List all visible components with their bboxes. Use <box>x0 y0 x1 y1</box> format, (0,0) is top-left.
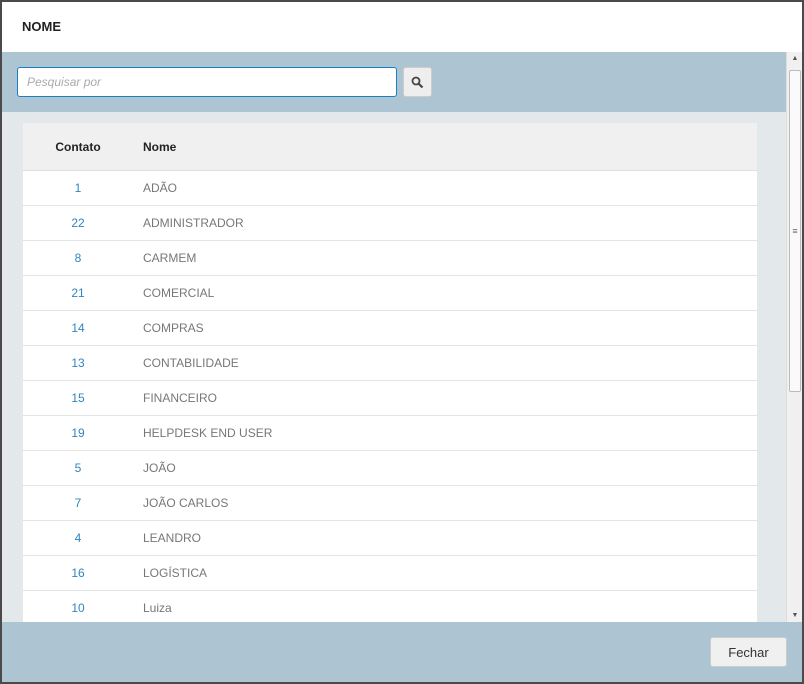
table-row[interactable]: 7 JOÃO CARLOS <box>23 486 757 521</box>
scroll-down-arrow-icon[interactable]: ▼ <box>791 612 799 619</box>
table-row[interactable]: 16 LOGÍSTICA <box>23 556 757 591</box>
table-row[interactable]: 5 JOÃO <box>23 451 757 486</box>
column-header-nome[interactable]: Nome <box>143 139 177 154</box>
modal-footer: Fechar <box>2 622 802 682</box>
contact-id: 22 <box>71 216 85 230</box>
contact-id: 4 <box>74 531 82 545</box>
modal-title: NOME <box>22 19 61 34</box>
table-row[interactable]: 19 HELPDESK END USER <box>23 416 757 451</box>
contact-id: 15 <box>71 391 85 405</box>
column-header-contato[interactable]: Contato <box>55 139 101 154</box>
table-header: Contato Nome <box>23 123 757 171</box>
contact-name: ADMINISTRADOR <box>143 216 244 230</box>
search-icon <box>411 76 424 88</box>
contact-name: JOÃO <box>143 461 176 475</box>
table-row[interactable]: 4 LEANDRO <box>23 521 757 556</box>
contacts-table: Contato Nome 1 ADÃO 22 ADMINISTRADOR 8 CARMEM… <box>23 123 757 622</box>
contact-name: COMERCIAL <box>143 286 215 300</box>
scrollbar[interactable]: ▲ ≡ ▼ <box>786 52 802 622</box>
contact-id: 14 <box>71 321 85 335</box>
table-row[interactable]: 14 COMPRAS <box>23 311 757 346</box>
contact-id: 16 <box>71 566 85 580</box>
contact-name: LOGÍSTICA <box>143 566 208 580</box>
contact-name: Luiza <box>143 601 172 615</box>
search-bar <box>2 52 802 112</box>
search-button[interactable] <box>403 67 432 97</box>
table-row[interactable]: 15 FINANCEIRO <box>23 381 757 416</box>
contact-id: 21 <box>71 286 85 300</box>
contact-name: CARMEM <box>143 251 197 265</box>
contact-id: 1 <box>74 181 82 195</box>
contact-name: COMPRAS <box>143 321 204 335</box>
scrollbar-thumb[interactable]: ≡ <box>789 70 801 392</box>
search-input[interactable] <box>17 67 397 97</box>
table-row[interactable]: 22 ADMINISTRADOR <box>23 206 757 241</box>
contact-name: LEANDRO <box>143 531 202 545</box>
close-button[interactable]: Fechar <box>710 637 787 667</box>
contact-id: 10 <box>71 601 85 615</box>
table-container: Contato Nome 1 ADÃO 22 ADMINISTRADOR 8 CARMEM… <box>2 112 786 622</box>
contact-name: JOÃO CARLOS <box>143 496 229 510</box>
contact-id: 7 <box>74 496 82 510</box>
scroll-up-arrow-icon[interactable]: ▲ <box>791 55 799 62</box>
contact-id: 5 <box>74 461 82 475</box>
contact-id: 19 <box>71 426 85 440</box>
contact-id: 13 <box>71 356 85 370</box>
table-row[interactable]: 21 COMERCIAL <box>23 276 757 311</box>
table-row[interactable]: 1 ADÃO <box>23 171 757 206</box>
table-row[interactable]: 13 CONTABILIDADE <box>23 346 757 381</box>
contact-name: CONTABILIDADE <box>143 356 239 370</box>
contact-name: HELPDESK END USER <box>143 426 273 440</box>
contact-id: 8 <box>74 251 82 265</box>
table-row[interactable]: 8 CARMEM <box>23 241 757 276</box>
contact-name: FINANCEIRO <box>143 391 218 405</box>
table-row[interactable]: 10 Luiza <box>23 591 757 622</box>
contact-name: ADÃO <box>143 181 178 195</box>
